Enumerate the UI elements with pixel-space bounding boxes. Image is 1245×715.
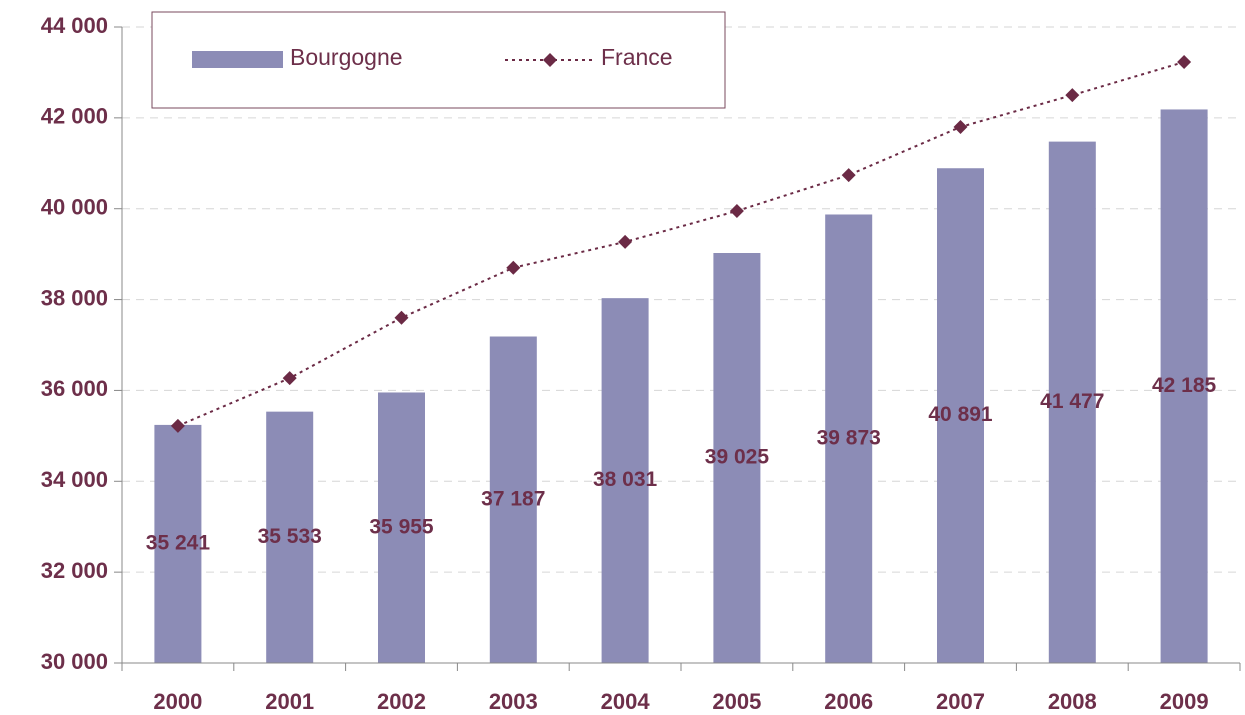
legend-label: France: [601, 44, 673, 70]
marker: [170, 418, 185, 433]
data-label: 37 187: [481, 487, 545, 510]
x-tick-label: 2007: [936, 689, 985, 714]
marker: [282, 371, 297, 386]
marker: [506, 260, 521, 275]
legend-marker: [543, 53, 557, 67]
data-label: 35 533: [258, 525, 322, 548]
bar: [489, 336, 537, 663]
y-tick-label: 36 000: [41, 376, 108, 401]
bar: [1160, 109, 1208, 663]
bar: [154, 424, 202, 663]
bar: [1048, 141, 1096, 664]
data-label: 35 955: [369, 515, 434, 538]
bar: [825, 214, 873, 664]
marker: [953, 119, 968, 134]
y-tick-label: 32 000: [41, 558, 108, 583]
marker: [1065, 88, 1080, 103]
data-label: 39 873: [817, 426, 881, 449]
x-tick-label: 2003: [489, 689, 538, 714]
line: [177, 61, 1185, 427]
bar: [378, 392, 425, 663]
marker: [618, 234, 633, 249]
x-tick-label: 2006: [824, 689, 873, 714]
data-label: 40 891: [928, 403, 993, 426]
x-tick-label: 2001: [265, 689, 314, 714]
y-tick-label: 42 000: [41, 104, 108, 129]
x-tick-label: 2009: [1160, 689, 1209, 714]
y-tick-label: 34 000: [41, 467, 108, 492]
bar: [937, 168, 984, 663]
data-label: 39 025: [705, 446, 770, 469]
bar: [601, 298, 649, 663]
x-tick-label: 2008: [1048, 689, 1097, 714]
marker: [1177, 54, 1192, 69]
marker: [394, 310, 409, 325]
legend-swatch: [192, 51, 283, 68]
y-tick-label: 38 000: [41, 285, 108, 310]
y-tick-label: 44 000: [41, 13, 108, 38]
marker: [729, 203, 744, 218]
legend-label: Bourgogne: [290, 44, 403, 70]
data-label: 42 185: [1152, 374, 1217, 397]
data-label: 38 031: [593, 468, 658, 491]
y-tick-label: 40 000: [41, 195, 108, 220]
x-tick-label: 2004: [601, 689, 651, 714]
x-tick-label: 2005: [712, 689, 761, 714]
y-tick-label: 30 000: [41, 649, 108, 674]
x-tick-label: 2002: [377, 689, 426, 714]
data-label: 41 477: [1040, 390, 1104, 413]
bar: [713, 253, 761, 663]
bar: [266, 411, 314, 663]
marker: [841, 168, 856, 183]
data-label: 35 241: [146, 532, 211, 555]
x-tick-label: 2000: [153, 689, 202, 714]
